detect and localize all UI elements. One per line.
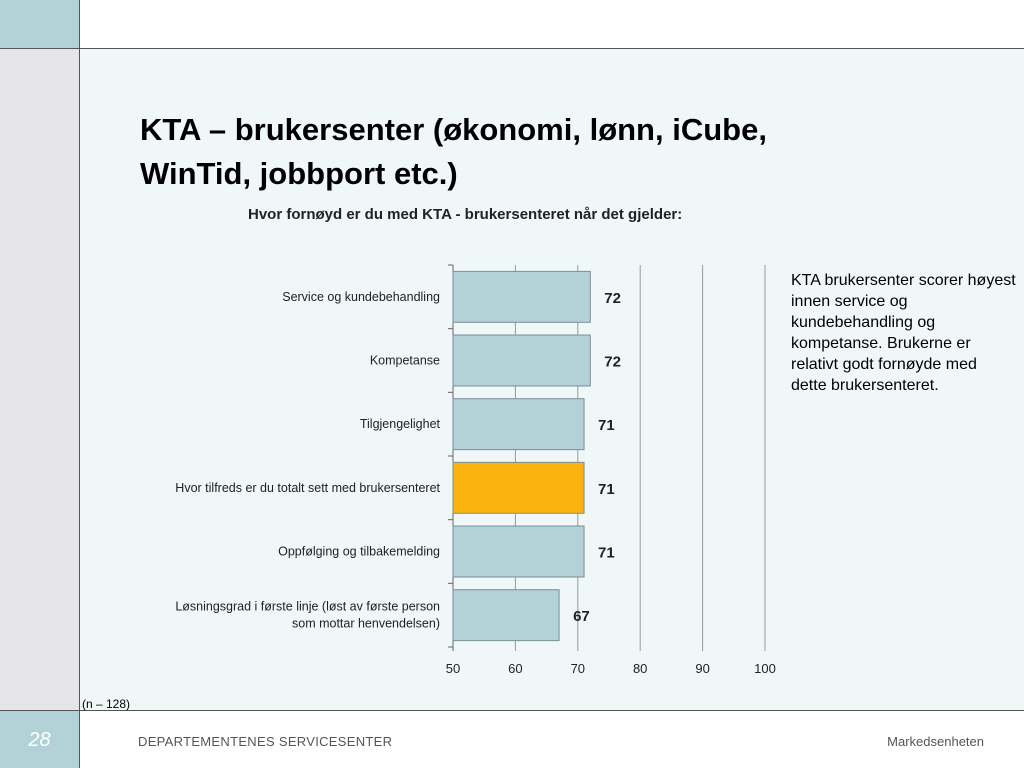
bar [452,589,560,642]
bar-value-label: 72 [604,290,621,307]
footer-organization: DEPARTEMENTENES SERVICESENTER [138,734,393,749]
bar [452,398,585,451]
slide-title-line-1: KTA – brukersenter (økonomi, lønn, iCube… [140,112,767,147]
sample-size-note: (n – 128) [82,697,131,711]
slide-title-line-2: WinTid, jobbport etc.) [140,156,458,191]
bar-value-label: 67 [573,608,590,625]
bar-value-label: 71 [598,481,615,498]
accent-strip-top [0,0,79,49]
category-label: Hvor tilfreds er du totalt sett med bruk… [175,481,440,495]
x-tick-label: 100 [754,661,776,676]
x-tick-label: 50 [446,661,460,676]
bar [452,334,591,387]
vertical-divider [79,0,80,768]
x-tick-label: 80 [633,661,647,676]
side-note: KTA brukersenter scorer høyest innen ser… [791,272,1016,394]
footer-department: Markedsenheten [887,734,984,749]
accent-strip-bottom [0,711,79,768]
bar-value-label: 71 [598,417,615,434]
category-label: Service og kundebehandling [282,290,440,304]
side-strip [0,49,79,711]
category-label: Løsningsgrad i første linje (løst av før… [175,600,440,614]
bar-value-label: 72 [604,354,621,371]
slide-title: KTA – brukersenter (økonomi, lønn, iCube… [140,108,860,196]
bar [452,270,591,323]
slide-number: 28 [28,729,51,751]
x-tick-label: 70 [571,661,585,676]
category-label: Kompetanse [370,354,440,368]
x-tick-label: 60 [508,661,522,676]
x-tick-label: 90 [695,661,709,676]
top-divider [0,48,1024,49]
category-label: som mottar henvendelsen) [292,617,440,631]
category-label: Tilgjengelighet [360,417,441,431]
bar [452,461,585,514]
bar-value-label: 71 [598,545,615,562]
chart-title: Hvor fornøyd er du med KTA - brukersente… [248,206,683,223]
category-label: Oppfølging og tilbakemelding [278,545,440,559]
bottom-divider [0,710,1024,711]
bar [452,525,585,578]
